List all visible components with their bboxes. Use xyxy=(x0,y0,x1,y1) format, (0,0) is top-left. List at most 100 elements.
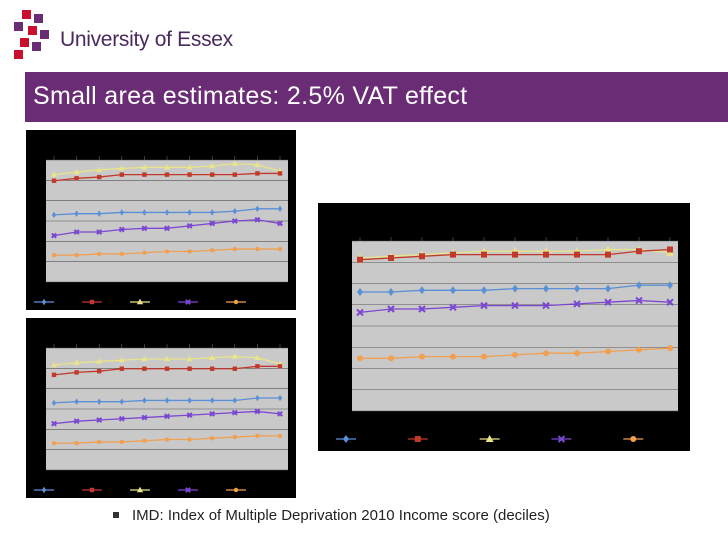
data-point xyxy=(51,178,57,183)
data-point xyxy=(357,256,363,263)
data-point xyxy=(480,301,488,310)
data-point xyxy=(604,298,612,306)
data-point xyxy=(74,176,79,181)
data-point xyxy=(51,440,57,446)
data-point xyxy=(277,410,283,417)
data-point xyxy=(630,436,637,442)
data-point xyxy=(97,174,102,180)
data-point xyxy=(97,210,102,217)
data-point xyxy=(388,288,394,296)
data-point xyxy=(210,248,215,253)
chart-right xyxy=(318,203,690,451)
data-point xyxy=(481,353,487,360)
data-point xyxy=(635,296,643,305)
data-point xyxy=(419,253,425,260)
data-point xyxy=(231,353,238,359)
chart-svg xyxy=(336,237,678,443)
data-point xyxy=(231,218,238,224)
data-point xyxy=(164,209,170,216)
data-point xyxy=(97,398,102,405)
data-point xyxy=(185,299,191,305)
data-point xyxy=(605,348,611,355)
slide-title: Small area estimates: 2.5% VAT effect xyxy=(33,82,468,110)
data-point xyxy=(73,169,80,175)
data-point xyxy=(186,222,193,229)
data-point xyxy=(142,397,147,404)
data-point xyxy=(209,354,216,360)
data-point xyxy=(51,372,57,378)
data-point xyxy=(97,251,102,257)
data-point xyxy=(50,171,58,177)
data-point xyxy=(450,286,456,295)
data-point xyxy=(388,355,394,362)
data-point xyxy=(605,284,611,293)
data-point xyxy=(209,162,216,169)
data-point xyxy=(51,252,57,258)
data-point xyxy=(512,251,518,258)
data-point xyxy=(187,366,192,371)
data-point xyxy=(636,248,642,255)
data-point xyxy=(96,358,103,364)
data-point xyxy=(277,171,283,176)
data-point xyxy=(231,409,238,416)
data-point xyxy=(141,164,148,170)
data-point xyxy=(210,397,215,404)
data-point xyxy=(543,251,549,258)
data-point xyxy=(574,251,580,258)
data-point xyxy=(419,286,425,295)
data-point xyxy=(142,172,147,177)
data-point xyxy=(136,298,144,305)
data-point xyxy=(96,229,103,235)
data-point xyxy=(73,229,80,235)
data-point xyxy=(605,251,611,258)
data-point xyxy=(73,359,80,365)
data-point xyxy=(118,226,125,233)
data-point xyxy=(187,172,192,177)
data-point xyxy=(357,288,363,296)
data-point xyxy=(450,251,456,258)
data-point xyxy=(481,251,487,258)
data-point xyxy=(667,281,673,290)
data-point xyxy=(142,366,147,371)
data-point xyxy=(232,172,237,177)
data-point xyxy=(277,364,283,369)
data-point xyxy=(41,486,47,494)
data-point xyxy=(210,172,215,177)
data-point xyxy=(209,410,216,417)
data-point xyxy=(163,164,171,170)
data-point xyxy=(89,299,95,305)
data-point xyxy=(164,397,170,404)
data-point xyxy=(233,299,239,305)
data-point xyxy=(51,211,57,219)
data-point xyxy=(185,487,191,493)
data-point xyxy=(277,220,283,227)
data-point xyxy=(232,434,237,440)
data-point xyxy=(232,366,237,371)
data-point xyxy=(277,205,283,212)
data-point xyxy=(542,301,550,310)
data-point xyxy=(51,399,57,407)
data-point xyxy=(141,414,148,421)
data-point xyxy=(186,164,193,170)
data-point xyxy=(74,398,79,405)
data-point xyxy=(277,433,283,439)
data-point xyxy=(666,298,674,306)
data-point xyxy=(209,220,216,227)
data-point xyxy=(119,172,124,177)
data-point xyxy=(232,246,237,252)
data-point xyxy=(119,366,124,371)
data-point xyxy=(481,286,487,295)
data-point xyxy=(136,486,144,493)
data-point xyxy=(51,232,57,239)
data-point xyxy=(89,487,95,493)
data-point xyxy=(74,252,79,258)
data-point xyxy=(164,366,170,371)
chart-top-left xyxy=(26,130,296,310)
data-point xyxy=(51,420,57,427)
data-point xyxy=(163,355,171,362)
data-point xyxy=(485,435,494,442)
data-point xyxy=(574,284,580,293)
data-point xyxy=(254,354,261,360)
data-point xyxy=(255,364,260,369)
data-point xyxy=(187,209,192,216)
